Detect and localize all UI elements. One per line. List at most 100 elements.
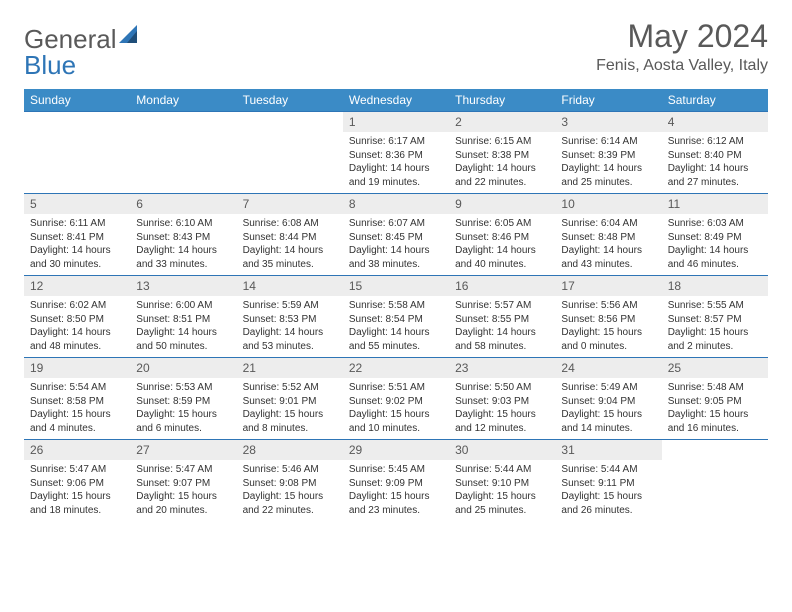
day-details: Sunrise: 5:54 AMSunset: 8:58 PMDaylight:… (24, 378, 130, 438)
daylight-text-2: and 20 minutes. (136, 504, 230, 518)
sunrise-text: Sunrise: 5:49 AM (561, 381, 655, 395)
day-details: Sunrise: 5:45 AMSunset: 9:09 PMDaylight:… (343, 460, 449, 520)
weekday-header: Friday (555, 89, 661, 112)
calendar-day-cell: 15Sunrise: 5:58 AMSunset: 8:54 PMDayligh… (343, 276, 449, 358)
sunset-text: Sunset: 8:39 PM (561, 149, 655, 163)
daylight-text: Daylight: 15 hours (30, 490, 124, 504)
day-details: Sunrise: 6:08 AMSunset: 8:44 PMDaylight:… (237, 214, 343, 274)
daylight-text: Daylight: 14 hours (349, 162, 443, 176)
sunset-text: Sunset: 8:49 PM (668, 231, 762, 245)
sunrise-text: Sunrise: 6:03 AM (668, 217, 762, 231)
daylight-text-2: and 22 minutes. (243, 504, 337, 518)
calendar-day-cell: 12Sunrise: 6:02 AMSunset: 8:50 PMDayligh… (24, 276, 130, 358)
calendar-body: 1Sunrise: 6:17 AMSunset: 8:36 PMDaylight… (24, 112, 768, 522)
daylight-text-2: and 6 minutes. (136, 422, 230, 436)
day-number: 22 (343, 358, 449, 378)
sunset-text: Sunset: 8:36 PM (349, 149, 443, 163)
daylight-text-2: and 50 minutes. (136, 340, 230, 354)
daylight-text: Daylight: 15 hours (668, 326, 762, 340)
day-details: Sunrise: 6:10 AMSunset: 8:43 PMDaylight:… (130, 214, 236, 274)
daylight-text-2: and 25 minutes. (561, 176, 655, 190)
sunset-text: Sunset: 9:06 PM (30, 477, 124, 491)
sunset-text: Sunset: 8:43 PM (136, 231, 230, 245)
calendar-week-row: 12Sunrise: 6:02 AMSunset: 8:50 PMDayligh… (24, 276, 768, 358)
sunset-text: Sunset: 9:07 PM (136, 477, 230, 491)
daylight-text-2: and 33 minutes. (136, 258, 230, 272)
sunset-text: Sunset: 8:44 PM (243, 231, 337, 245)
sunrise-text: Sunrise: 6:12 AM (668, 135, 762, 149)
day-details: Sunrise: 5:58 AMSunset: 8:54 PMDaylight:… (343, 296, 449, 356)
daylight-text: Daylight: 14 hours (561, 244, 655, 258)
calendar-day-cell: 21Sunrise: 5:52 AMSunset: 9:01 PMDayligh… (237, 358, 343, 440)
sunrise-text: Sunrise: 5:52 AM (243, 381, 337, 395)
sunset-text: Sunset: 8:51 PM (136, 313, 230, 327)
daylight-text: Daylight: 14 hours (30, 244, 124, 258)
sunset-text: Sunset: 8:40 PM (668, 149, 762, 163)
day-number: 16 (449, 276, 555, 296)
day-details: Sunrise: 6:07 AMSunset: 8:45 PMDaylight:… (343, 214, 449, 274)
day-number: 11 (662, 194, 768, 214)
day-number: 31 (555, 440, 661, 460)
day-details: Sunrise: 5:55 AMSunset: 8:57 PMDaylight:… (662, 296, 768, 356)
sunset-text: Sunset: 8:50 PM (30, 313, 124, 327)
calendar-day-cell: 23Sunrise: 5:50 AMSunset: 9:03 PMDayligh… (449, 358, 555, 440)
sunrise-text: Sunrise: 5:50 AM (455, 381, 549, 395)
calendar-day-cell: 4Sunrise: 6:12 AMSunset: 8:40 PMDaylight… (662, 112, 768, 194)
day-details: Sunrise: 5:59 AMSunset: 8:53 PMDaylight:… (237, 296, 343, 356)
daylight-text: Daylight: 14 hours (455, 326, 549, 340)
daylight-text: Daylight: 14 hours (455, 162, 549, 176)
day-details: Sunrise: 6:02 AMSunset: 8:50 PMDaylight:… (24, 296, 130, 356)
sunrise-text: Sunrise: 6:14 AM (561, 135, 655, 149)
sunset-text: Sunset: 8:57 PM (668, 313, 762, 327)
daylight-text-2: and 22 minutes. (455, 176, 549, 190)
day-details: Sunrise: 5:53 AMSunset: 8:59 PMDaylight:… (130, 378, 236, 438)
calendar-day-cell: 25Sunrise: 5:48 AMSunset: 9:05 PMDayligh… (662, 358, 768, 440)
calendar-day-cell: 10Sunrise: 6:04 AMSunset: 8:48 PMDayligh… (555, 194, 661, 276)
day-number: 19 (24, 358, 130, 378)
sunrise-text: Sunrise: 5:56 AM (561, 299, 655, 313)
daylight-text-2: and 12 minutes. (455, 422, 549, 436)
daylight-text-2: and 0 minutes. (561, 340, 655, 354)
day-details: Sunrise: 5:46 AMSunset: 9:08 PMDaylight:… (237, 460, 343, 520)
sunrise-text: Sunrise: 6:17 AM (349, 135, 443, 149)
daylight-text: Daylight: 15 hours (136, 408, 230, 422)
daylight-text-2: and 10 minutes. (349, 422, 443, 436)
sunset-text: Sunset: 9:10 PM (455, 477, 549, 491)
day-number: 27 (130, 440, 236, 460)
sunrise-text: Sunrise: 5:57 AM (455, 299, 549, 313)
daylight-text-2: and 46 minutes. (668, 258, 762, 272)
daylight-text-2: and 58 minutes. (455, 340, 549, 354)
daylight-text-2: and 18 minutes. (30, 504, 124, 518)
weekday-header: Tuesday (237, 89, 343, 112)
day-number: 15 (343, 276, 449, 296)
daylight-text-2: and 4 minutes. (30, 422, 124, 436)
daylight-text-2: and 40 minutes. (455, 258, 549, 272)
calendar-day-cell (237, 112, 343, 194)
calendar-day-cell: 1 Sunrise: 6:17 AMSunset: 8:36 PMDaylight… (343, 112, 449, 194)
calendar-day-cell: 8Sunrise: 6:07 AMSunset: 8:45 PMDaylight… (343, 194, 449, 276)
sunrise-text: Sunrise: 6:11 AM (30, 217, 124, 231)
daylight-text: Daylight: 14 hours (136, 244, 230, 258)
sunrise-text: Sunrise: 5:58 AM (349, 299, 443, 313)
day-number: 1 (343, 112, 449, 132)
calendar-day-cell (24, 112, 130, 194)
calendar-day-cell: 22Sunrise: 5:51 AMSunset: 9:02 PMDayligh… (343, 358, 449, 440)
weekday-header: Wednesday (343, 89, 449, 112)
day-details: Sunrise: 5:57 AMSunset: 8:55 PMDaylight:… (449, 296, 555, 356)
day-details: Sunrise: 5:48 AMSunset: 9:05 PMDaylight:… (662, 378, 768, 438)
sunrise-text: Sunrise: 5:47 AM (30, 463, 124, 477)
day-details: Sunrise: 6:04 AMSunset: 8:48 PMDaylight:… (555, 214, 661, 274)
weekday-header: Sunday (24, 89, 130, 112)
weekday-header: Saturday (662, 89, 768, 112)
day-number: 25 (662, 358, 768, 378)
page-header: General May 2024 Fenis, Aosta Valley, It… (24, 18, 768, 75)
daylight-text-2: and 16 minutes. (668, 422, 762, 436)
sunrise-text: Sunrise: 5:59 AM (243, 299, 337, 313)
calendar-page: General May 2024 Fenis, Aosta Valley, It… (0, 0, 792, 540)
sunset-text: Sunset: 9:03 PM (455, 395, 549, 409)
day-details: Sunrise: 5:56 AMSunset: 8:56 PMDaylight:… (555, 296, 661, 356)
sunrise-text: Sunrise: 6:05 AM (455, 217, 549, 231)
calendar-day-cell: 14Sunrise: 5:59 AMSunset: 8:53 PMDayligh… (237, 276, 343, 358)
day-number: 9 (449, 194, 555, 214)
sunrise-text: Sunrise: 5:51 AM (349, 381, 443, 395)
